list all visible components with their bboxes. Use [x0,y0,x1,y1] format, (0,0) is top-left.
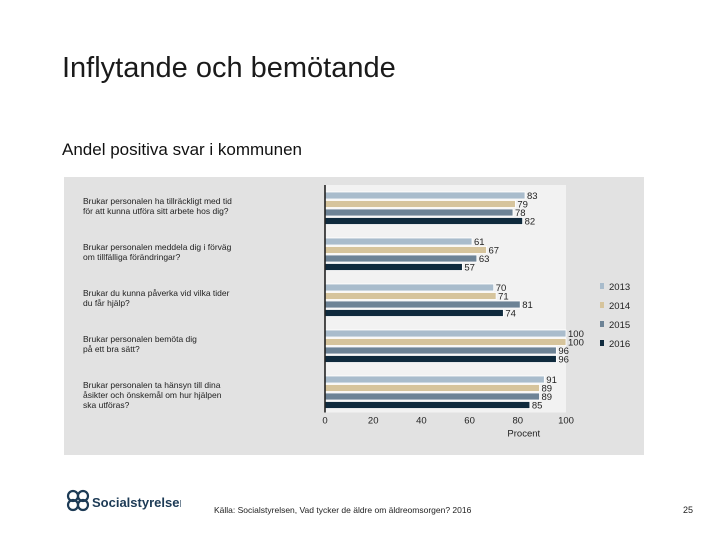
x-axis-label: Procent [507,429,540,440]
data-label: 74 [505,309,516,320]
data-label: 81 [522,300,533,311]
data-label: 96 [558,346,569,357]
data-label: 89 [541,392,552,403]
bar [324,384,540,392]
legend-label: 2015 [609,320,630,331]
x-tick-label: 40 [416,416,427,427]
legend-label: 2014 [609,301,630,312]
legend-label: 2013 [609,282,630,293]
bar [324,375,545,384]
bar [324,246,487,254]
bar [324,300,521,309]
data-label: 89 [541,384,552,395]
bar [324,200,516,208]
data-label: 70 [496,283,507,294]
data-label: 78 [515,208,526,219]
data-label: 57 [464,263,475,274]
chart-subtitle: Andel positiva svar i kommunen [62,140,303,159]
bar [324,217,524,225]
legend-swatch [600,321,604,327]
data-label: 85 [532,401,543,412]
bar [324,254,478,263]
data-label: 63 [479,254,490,265]
bar [324,191,526,200]
logo-wordmark: Socialstyrelsen [92,495,181,510]
data-label: 96 [558,355,569,366]
bar [324,292,497,300]
category-label: Brukar personalen bemöta dig på ett bra s… [83,334,197,354]
legend-swatch [600,302,604,308]
legend-swatch [600,340,604,346]
data-label: 100 [568,338,584,349]
page-title: Inflytande och bemötande [62,52,396,84]
x-tick-label: 0 [322,416,327,427]
category-label: Brukar personalen ta hänsyn till dina åsi… [83,380,222,410]
category-label: Brukar personalen meddela dig i förväg om… [83,242,232,262]
legend-swatch [600,283,604,289]
bar [324,237,473,246]
x-tick-label: 60 [464,416,475,427]
bar [324,208,514,217]
data-label: 100 [568,329,584,340]
logo-emblem-icon [66,489,90,512]
data-label: 79 [517,200,528,211]
data-label: 83 [527,191,538,202]
category-label: Brukar personalen ha tillräckligt med ti… [83,196,232,216]
data-label: 61 [474,237,485,248]
bar [324,309,504,317]
socialstyrelsen-logo: Socialstyrelsen [66,489,181,512]
bar [324,283,495,292]
chart-panel: Brukar personalen ha tillräckligt med ti… [64,177,644,455]
data-label: 82 [525,217,536,228]
data-label: 71 [498,292,509,303]
legend-label: 2016 [609,339,630,350]
source-note: Källa: Socialstyrelsen, Vad tycker de äl… [214,505,472,515]
bar [324,346,557,355]
bar [324,401,531,409]
bar [324,392,540,401]
bar [324,263,463,271]
x-tick-label: 20 [368,416,379,427]
data-label: 91 [546,375,557,386]
bar [324,355,557,363]
bar [324,338,567,346]
category-label: Brukar du kunna påverka vid vilka tider d… [83,288,230,308]
page-number: 25 [683,505,694,515]
x-tick-label: 100 [558,416,574,427]
data-label: 67 [488,246,499,257]
bar-chart: Brukar personalen ha tillräckligt med ti… [83,185,630,440]
bar [324,329,567,338]
x-tick-label: 80 [513,416,524,427]
